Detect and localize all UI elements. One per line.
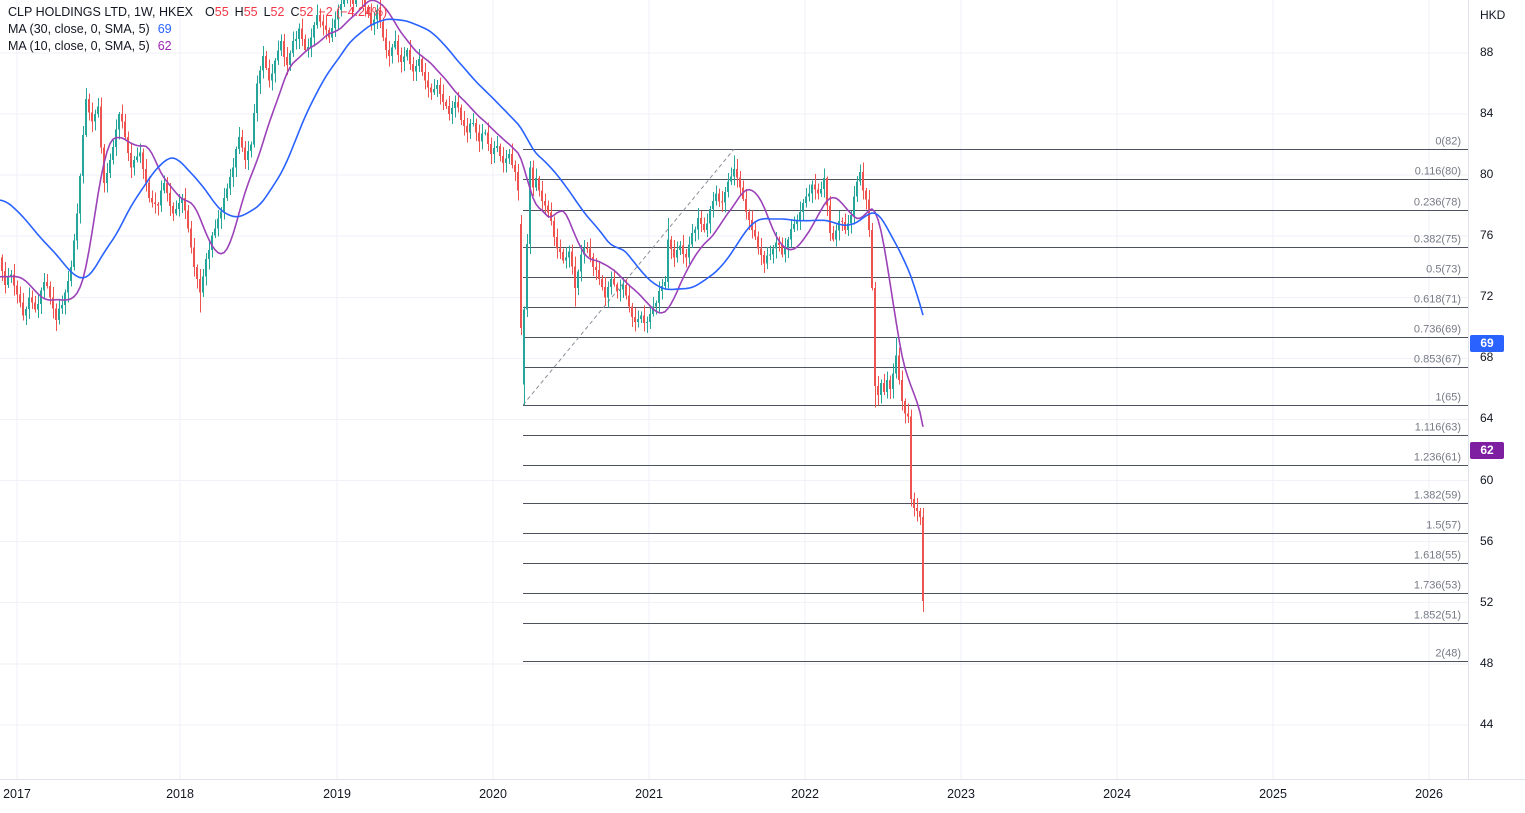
fib-level-label: 0.116(80): [1415, 166, 1461, 178]
open-key: O: [205, 5, 215, 19]
year-label: 2019: [323, 787, 351, 801]
candles: [1, 0, 924, 612]
ma10-price-badge: 62: [1470, 441, 1504, 459]
close-key: C: [290, 5, 300, 19]
fib-level-label: 1.116(63): [1415, 422, 1461, 434]
fib-level-label: 1.736(53): [1414, 580, 1461, 592]
ma30-line: [0, 18, 924, 316]
year-label: 2021: [635, 787, 663, 801]
fib-level-label: 1.236(61): [1414, 452, 1461, 464]
year-label: 2020: [479, 787, 507, 801]
fib-level-label: 1.382(59): [1414, 490, 1461, 502]
fib-level-label: 0.736(69): [1414, 324, 1461, 336]
legend-ma10-row[interactable]: MA (10, close, 0, SMA, 5) 62: [8, 38, 387, 55]
fib-level-label: 0(82): [1435, 136, 1461, 148]
fib-level-label: 0.382(75): [1414, 234, 1461, 246]
ma10-label: MA (10, close, 0, SMA, 5): [8, 39, 150, 53]
fib-retracement[interactable]: 0(82) 0.116(80) 0.236(78) 0.382(75) 0.5(73) 0…: [522, 136, 1468, 662]
ma30-label: MA (30, close, 0, SMA, 5): [8, 22, 150, 36]
price-tick: 44: [1480, 716, 1494, 731]
price-tick: 64: [1480, 411, 1494, 426]
price-tick: 88: [1480, 45, 1494, 59]
fib-level-label: 0.5(73): [1426, 264, 1461, 276]
close-value: 52: [299, 5, 314, 19]
year-label: 2023: [947, 787, 975, 801]
time-axis[interactable]: 2017 2018 2019 2020 2021 2022 2023 2024 2025 2026: [0, 779, 1525, 813]
currency-label: HKD: [1480, 8, 1506, 22]
fib-level-label: 2(48): [1435, 648, 1461, 660]
fib-level-label: 1.852(51): [1414, 610, 1461, 622]
fib-level-label: 0.236(78): [1414, 197, 1461, 209]
ma30-price-badge: 69: [1470, 334, 1504, 352]
low-value: 52: [270, 5, 285, 19]
fib-level-label: 1.5(57): [1426, 520, 1461, 532]
fib-level-label: 0.853(67): [1414, 354, 1461, 366]
open-value: 55: [214, 5, 229, 19]
fib-level-label: 1(65): [1435, 392, 1461, 404]
price-tick: 68: [1480, 350, 1494, 365]
symbol-title: CLP HOLDINGS LTD, 1W, HKEX: [8, 5, 194, 19]
low-key: L: [263, 5, 271, 19]
price-tick: 72: [1480, 289, 1494, 304]
year-label: 2018: [166, 787, 194, 801]
legend: CLP HOLDINGS LTD, 1W, HKEX O55 H55 L52 C52 −2…: [8, 4, 387, 55]
fib-trendline: [522, 148, 735, 406]
year-label: 2017: [3, 787, 31, 801]
price-axis[interactable]: HKD 69 62 88 84 80 76 72 68 64 60 56 52 48 44: [1468, 0, 1525, 779]
ma10-value: 62: [157, 39, 172, 53]
price-tick: 80: [1480, 167, 1494, 182]
year-label: 2022: [791, 787, 819, 801]
legend-symbol-row[interactable]: CLP HOLDINGS LTD, 1W, HKEX O55 H55 L52 C52 −2…: [8, 4, 387, 21]
high-value: 55: [243, 5, 258, 19]
ma30-value: 69: [157, 22, 172, 36]
price-tick: 84: [1480, 106, 1494, 121]
price-tick: 76: [1480, 228, 1494, 243]
fib-level-label: 1.618(55): [1414, 550, 1461, 562]
legend-ma30-row[interactable]: MA (30, close, 0, SMA, 5) 69: [8, 21, 387, 38]
gridlines: [0, 0, 1468, 779]
high-key: H: [234, 5, 244, 19]
price-tick: 60: [1480, 472, 1494, 487]
fib-level-label: 0.618(71): [1414, 294, 1461, 306]
price-tick: 48: [1480, 655, 1494, 670]
price-tick: 56: [1480, 533, 1494, 548]
change-value: −2 (−4.24%): [318, 5, 388, 19]
year-label: 2025: [1259, 787, 1287, 801]
year-label: 2024: [1103, 787, 1131, 801]
price-tick: 52: [1480, 594, 1494, 609]
year-label: 2026: [1415, 787, 1443, 801]
